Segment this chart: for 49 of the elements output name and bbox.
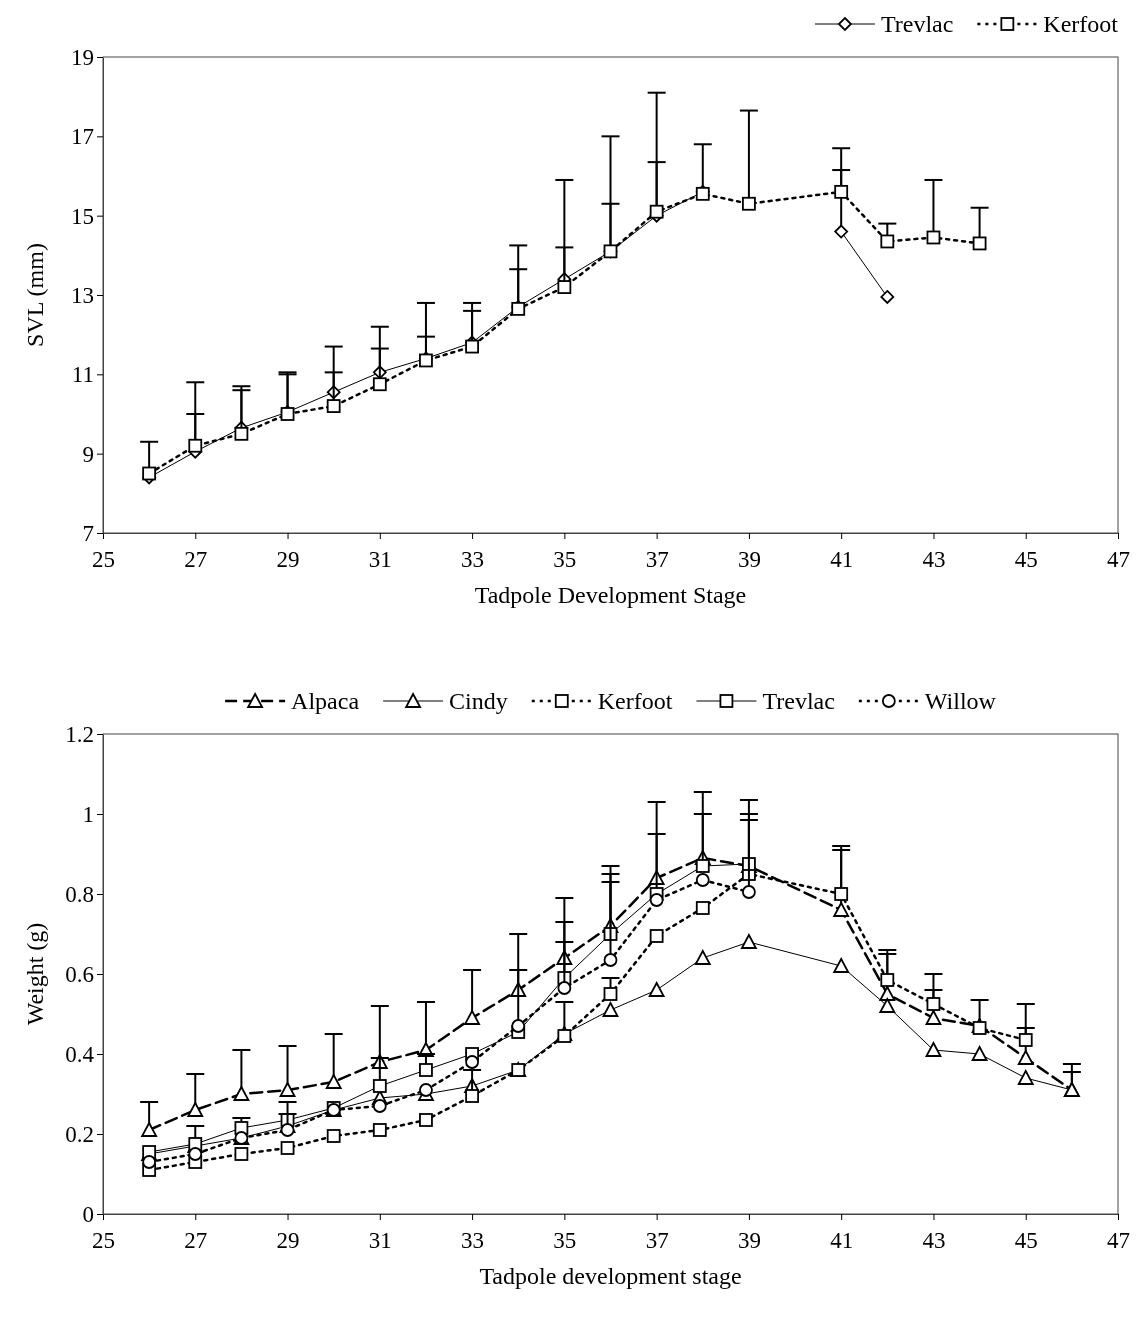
x-tick-label: 45 <box>1014 1228 1038 1254</box>
x-axis-title: Tadpole Development Stage <box>474 582 747 608</box>
x-tick-label: 43 <box>922 1228 946 1254</box>
x-tick-label: 43 <box>922 547 946 573</box>
legend-label: Kerfoot <box>597 688 673 714</box>
x-tick-label: 45 <box>1014 547 1038 573</box>
x-tick-label: 41 <box>830 1228 854 1254</box>
x-tick-label: 37 <box>645 1228 669 1254</box>
y-tick-label: 1 <box>82 801 94 827</box>
x-tick-label: 31 <box>368 547 392 573</box>
y-tick-label: 17 <box>71 124 94 150</box>
y-tick-label: 11 <box>71 362 94 388</box>
y-tick-label: 9 <box>82 441 94 467</box>
x-axis-title: Tadpole development stage <box>479 1263 742 1289</box>
x-tick-label: 29 <box>276 547 300 573</box>
y-tick-label: 0.6 <box>65 961 94 987</box>
y-tick-label: 13 <box>71 282 94 308</box>
x-tick-label: 33 <box>461 547 485 573</box>
legend-label: Trevlac <box>880 11 954 37</box>
y-tick-label: 0 <box>82 1201 94 1227</box>
x-tick-label: 25 <box>92 547 115 573</box>
x-tick-label: 35 <box>553 547 577 573</box>
y-tick-label: 15 <box>71 203 94 229</box>
y-tick-label: 0.4 <box>65 1041 95 1067</box>
x-tick-label: 47 <box>1107 547 1130 573</box>
y-tick-label: 7 <box>82 520 94 546</box>
x-tick-label: 37 <box>645 547 669 573</box>
legend-label: Willow <box>924 688 997 714</box>
y-tick-label: 0.2 <box>65 1121 94 1147</box>
legend-label: Alpaca <box>291 688 360 714</box>
x-tick-label: 39 <box>737 1228 761 1254</box>
y-axis-title: SVL (mm) <box>22 243 48 347</box>
legend-label: Trevlac <box>762 688 835 714</box>
x-tick-label: 47 <box>1107 1228 1130 1254</box>
y-tick-label: 19 <box>71 44 94 70</box>
x-tick-label: 31 <box>368 1228 392 1254</box>
y-tick-label: 0.8 <box>65 881 94 907</box>
x-tick-label: 33 <box>461 1228 485 1254</box>
x-tick-label: 27 <box>184 547 208 573</box>
legend-label: Cindy <box>449 688 508 714</box>
x-tick-label: 27 <box>184 1228 208 1254</box>
x-tick-label: 35 <box>553 1228 577 1254</box>
x-tick-label: 41 <box>830 547 854 573</box>
x-tick-label: 29 <box>276 1228 300 1254</box>
y-axis-title: Weight (g) <box>22 922 48 1026</box>
x-tick-label: 39 <box>737 547 761 573</box>
x-tick-label: 25 <box>92 1228 115 1254</box>
legend-label: Kerfoot <box>1043 11 1119 37</box>
y-tick-label: 1.2 <box>65 721 94 747</box>
